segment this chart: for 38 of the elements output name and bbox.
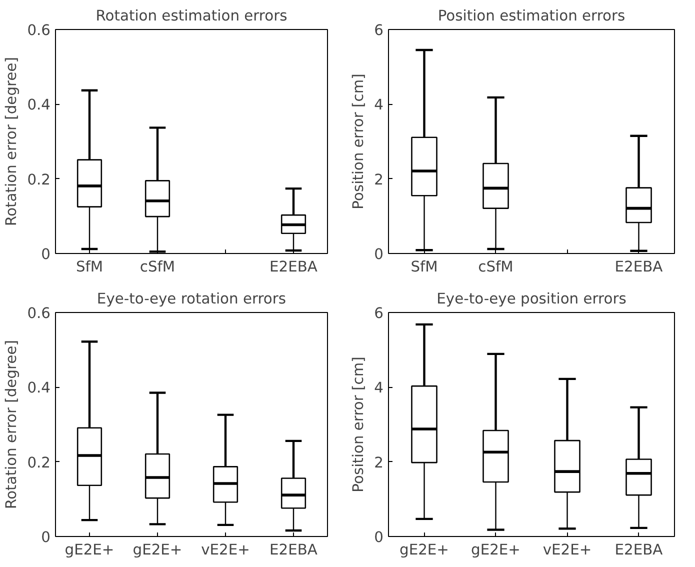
y-tick-label: 0 (41, 246, 51, 263)
y-tick-label: 0.6 (27, 305, 51, 322)
x-tick-label: SfM (410, 258, 438, 276)
y-axis-title: Rotation error [degree] (3, 57, 20, 226)
y-tick-label: 4 (374, 380, 384, 397)
x-tick-label: gE2E+ (400, 542, 449, 558)
y-tick-label: 2 (374, 171, 384, 188)
chart-title: Eye-to-eye position errors (436, 290, 626, 308)
y-axis-title: Position error [cm] (350, 74, 368, 210)
x-tick-label: vE2E+ (201, 542, 250, 558)
chart-title: Eye-to-eye rotation errors (96, 290, 286, 308)
y-tick-label: 0.2 (27, 171, 51, 188)
y-tick-label: 4 (374, 96, 384, 114)
chart-title: Rotation estimation errors (96, 8, 288, 24)
y-axis-title: Position error [cm] (350, 356, 368, 492)
y-tick-label: 6 (374, 22, 384, 39)
x-tick-label: gE2E+ (132, 542, 182, 558)
y-axis-title: Rotation error [degree] (3, 340, 20, 509)
x-tick-label: cSfM (140, 258, 176, 276)
x-tick-label: E2EBA (270, 542, 318, 558)
y-tick-label: 0.2 (27, 454, 51, 472)
x-tick-label: E2EBA (614, 542, 663, 558)
x-tick-label: gE2E+ (471, 542, 520, 558)
x-tick-label: E2EBA (270, 258, 318, 276)
y-tick-label: 0 (374, 246, 384, 263)
y-tick-label: 0.4 (27, 96, 51, 114)
y-tick-label: 0 (374, 529, 384, 546)
x-tick-label: cSfM (478, 258, 514, 276)
x-tick-label: SfM (76, 258, 104, 276)
x-tick-label: vE2E+ (542, 542, 592, 558)
x-tick-label: gE2E+ (64, 542, 114, 558)
y-tick-label: 2 (374, 454, 384, 472)
y-tick-label: 0.6 (27, 22, 51, 39)
y-tick-label: 6 (374, 305, 384, 322)
x-tick-label: E2EBA (614, 258, 663, 276)
y-tick-label: 0.4 (27, 380, 51, 397)
y-tick-label: 0 (41, 529, 51, 546)
chart-title: Position estimation errors (438, 8, 626, 24)
